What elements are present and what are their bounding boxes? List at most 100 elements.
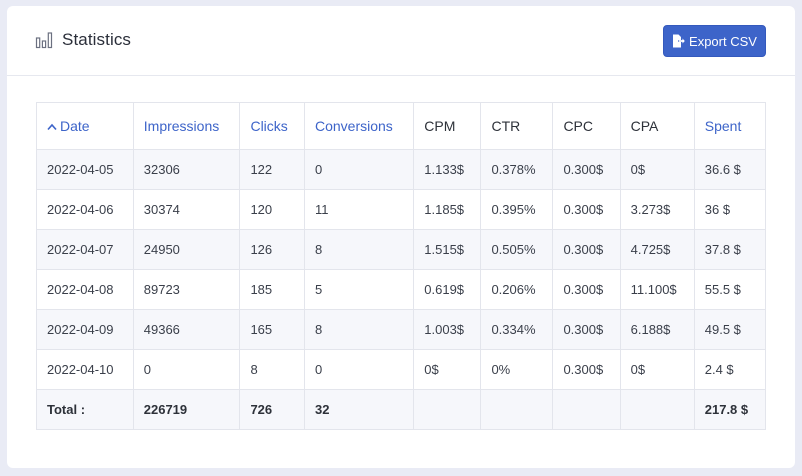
cell-cpa: 0$	[619, 149, 695, 190]
cell-cpm: 1.515$	[413, 229, 482, 270]
column-header-date[interactable]: Date	[36, 102, 134, 150]
cell-clicks: 122	[239, 149, 305, 190]
column-label: Spent	[704, 118, 742, 134]
cell-ctr: 0%	[480, 349, 554, 390]
cell-impressions: 89723	[132, 269, 241, 310]
cell-date: 2022-04-10	[36, 349, 134, 390]
column-header-ctr: CTR	[480, 102, 554, 150]
column-label: CPA	[630, 118, 659, 134]
column-label: Conversions	[314, 118, 393, 134]
cell-conversions: 8	[303, 309, 415, 350]
card-header: Statistics Export CSV	[7, 6, 795, 76]
table-body: 2022-04-05 32306 122 0 1.133$ 0.378% 0.300$ 0$ 3…	[36, 149, 767, 390]
cell-cpc: 0.300$	[552, 189, 621, 230]
cell-conversions: 0	[303, 349, 415, 390]
cell-cpc: 0.300$	[552, 269, 621, 310]
cell-cpc: 0.300$	[552, 149, 621, 190]
table-row: 2022-04-07 24950 126 8 1.515$ 0.505% 0.300$ 4.7…	[36, 229, 767, 270]
cell-date: 2022-04-09	[36, 309, 134, 350]
table-header: Date Impressions Clicks Conversions CPM CTR CP…	[36, 102, 767, 150]
cell-conversions: 5	[303, 269, 415, 310]
cell-cpc: 0.300$	[552, 309, 621, 350]
cell-impressions: 0	[132, 349, 241, 390]
table-row: 2022-04-10 0 8 0 0$ 0% 0.300$ 0$ 2.4 $	[36, 349, 767, 390]
column-header-cpa: CPA	[619, 102, 695, 150]
cell-clicks: 165	[239, 309, 305, 350]
cell-date: 2022-04-07	[36, 229, 134, 270]
cell-ctr: 0.334%	[480, 309, 554, 350]
cell-cpm: 0$	[413, 349, 482, 390]
cell-ctr: 0.395%	[480, 189, 554, 230]
cell-cpm: 1.185$	[413, 189, 482, 230]
cell-conversions: 8	[303, 229, 415, 270]
cell-impressions: 49366	[132, 309, 241, 350]
column-label: Clicks	[250, 118, 288, 134]
column-label: CPM	[424, 118, 456, 134]
export-csv-button[interactable]: Export CSV	[663, 25, 766, 57]
cell-cpc: 0.300$	[552, 229, 621, 270]
table-row: 2022-04-05 32306 122 0 1.133$ 0.378% 0.300$ 0$ 3…	[36, 149, 767, 190]
cell-cpa: 11.100$	[619, 269, 695, 310]
cell-cpc: 0.300$	[552, 349, 621, 390]
total-label: Total :	[36, 389, 134, 430]
title-group: Statistics	[35, 30, 131, 50]
column-label: CTR	[491, 118, 521, 134]
column-label: CPC	[563, 118, 593, 134]
cell-date: 2022-04-06	[36, 189, 134, 230]
cell-clicks: 126	[239, 229, 305, 270]
total-cpm	[413, 389, 482, 430]
statistics-table: Date Impressions Clicks Conversions CPM CTR CP…	[36, 102, 767, 430]
total-conversions: 32	[303, 389, 415, 430]
cell-ctr: 0.378%	[480, 149, 554, 190]
column-header-spent[interactable]: Spent	[693, 102, 767, 150]
cell-conversions: 11	[303, 189, 415, 230]
table-footer: Total :226719 726 32 217.8 $	[36, 389, 767, 430]
page-title: Statistics	[62, 30, 132, 49]
cell-spent: 36 $	[693, 189, 767, 230]
cell-cpa: 6.188$	[619, 309, 695, 350]
table-row: 2022-04-09 49366 165 8 1.003$ 0.334% 0.300$ 6.1…	[36, 309, 767, 350]
cell-spent: 55.5 $	[693, 269, 767, 310]
cell-clicks: 185	[239, 269, 305, 310]
table-row: 2022-04-06 30374 120 11 1.185$ 0.395% 0.300$ 3.…	[36, 189, 767, 230]
cell-cpa: 4.725$	[619, 229, 695, 270]
cell-conversions: 0	[303, 149, 415, 190]
total-ctr	[480, 389, 554, 430]
cell-impressions: 30374	[132, 189, 241, 230]
cell-cpa: 3.273$	[619, 189, 695, 230]
column-header-conversions[interactable]: Conversions	[303, 102, 415, 150]
cell-spent: 36.6 $	[693, 149, 767, 190]
total-impressions: 226719	[132, 389, 241, 430]
cell-spent: 2.4 $	[693, 349, 767, 390]
export-csv-label: Export CSV	[689, 33, 757, 49]
column-header-impressions[interactable]: Impressions	[132, 102, 241, 150]
cell-ctr: 0.206%	[480, 269, 554, 310]
cell-cpm: 0.619$	[413, 269, 482, 310]
column-header-cpm: CPM	[413, 102, 482, 150]
column-label: Date	[60, 118, 90, 134]
sort-ascending-icon	[47, 120, 57, 134]
total-row: Total :226719 726 32 217.8 $	[36, 389, 767, 430]
cell-impressions: 32306	[132, 149, 241, 190]
total-cpc	[552, 389, 621, 430]
cell-ctr: 0.505%	[480, 229, 554, 270]
table-row: 2022-04-08 89723 185 5 0.619$ 0.206% 0.300$ 11.…	[36, 269, 767, 310]
cell-cpm: 1.003$	[413, 309, 482, 350]
cell-date: 2022-04-05	[36, 149, 134, 190]
cell-spent: 49.5 $	[693, 309, 767, 350]
total-clicks: 726	[239, 389, 305, 430]
statistics-card: Statistics Export CSV Date Impressions Cli…	[7, 6, 795, 468]
cell-clicks: 120	[239, 189, 305, 230]
cell-cpa: 0$	[619, 349, 695, 390]
cell-date: 2022-04-08	[36, 269, 134, 310]
cell-clicks: 8	[239, 349, 305, 390]
cell-spent: 37.8 $	[693, 229, 767, 270]
column-header-cpc: CPC	[552, 102, 621, 150]
file-export-icon	[672, 34, 685, 48]
column-header-clicks[interactable]: Clicks	[239, 102, 305, 150]
total-cpa	[619, 389, 695, 430]
column-label: Impressions	[143, 118, 220, 134]
header-row: Date Impressions Clicks Conversions CPM CTR CP…	[36, 102, 767, 150]
bar-chart-icon	[35, 31, 53, 49]
total-spent: 217.8 $	[693, 389, 767, 430]
